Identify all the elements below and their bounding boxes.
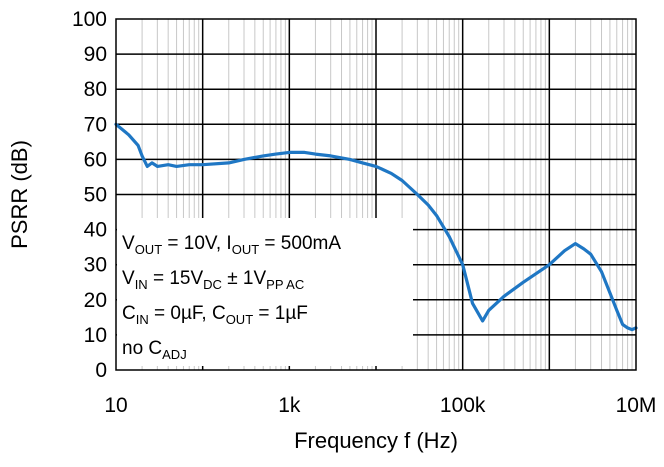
annotation-text-segment: = 15V — [148, 268, 204, 289]
plot-frame — [115, 18, 637, 371]
y-axis-title: PSRR (dB) — [7, 140, 32, 249]
annotation-text-segment: V — [122, 233, 135, 254]
y-tick-label: 100 — [72, 8, 107, 31]
annotation-text-segment: OUT — [226, 312, 254, 327]
y-tick-label: 80 — [84, 78, 107, 101]
annotation-line: no CADJ — [122, 338, 187, 362]
y-tick-label: 40 — [84, 219, 107, 242]
psrr-series-line — [114, 122, 638, 332]
annotation-text-segment: V — [122, 268, 135, 289]
annotation-text-segment: = 0µF, C — [149, 303, 226, 324]
x-axis-title: Frequency f (Hz) — [294, 428, 458, 453]
y-tick-label: 0 — [95, 359, 107, 382]
x-tick-label: 1k — [278, 394, 301, 417]
y-tick-label: 20 — [84, 289, 107, 312]
annotation-text-segment: = 1µF — [253, 303, 308, 324]
y-tick-label: 10 — [84, 324, 107, 347]
y-tick-label: 70 — [84, 113, 107, 136]
annotation-text-segment: ± 1V — [222, 268, 267, 289]
annotation-text-segment: IN — [136, 312, 149, 327]
x-axis-tick-labels: 10 1k 100k 10M — [104, 394, 656, 417]
x-tick-label: 10 — [104, 394, 127, 417]
y-tick-label: 60 — [84, 148, 107, 171]
annotation-text-segment: DC — [203, 277, 222, 292]
x-tick-label: 10M — [616, 394, 657, 417]
annotation-text-segment: C — [122, 303, 136, 324]
annotation-line: CIN = 0µF, COUT = 1µF — [122, 303, 308, 327]
annotation-line: VOUT = 10V, IOUT = 500mA — [122, 233, 341, 257]
annotation-line: VIN = 15VDC ± 1VPP AC — [122, 268, 304, 292]
annotation-text-segment: PP AC — [266, 277, 304, 292]
y-tick-label: 90 — [84, 43, 107, 66]
x-tick-label: 100k — [440, 394, 486, 417]
annotation-text-segment: OUT — [135, 242, 163, 257]
y-tick-label: 50 — [84, 184, 107, 207]
y-axis-tick-labels: 0 10 20 30 40 50 60 70 80 90 100 — [72, 8, 107, 382]
annotation-background — [117, 218, 413, 366]
y-tick-label: 30 — [84, 254, 107, 277]
series-layer — [114, 122, 638, 332]
annotation-text-segment: ADJ — [162, 347, 187, 362]
annotation-text-segment: no C — [122, 338, 162, 359]
annotation-text-segment: = 500mA — [259, 233, 341, 254]
annotation-text-segment: = 10V, I — [162, 233, 232, 254]
annotation-text-segment: OUT — [232, 242, 260, 257]
annotation-text-segment: IN — [135, 277, 148, 292]
